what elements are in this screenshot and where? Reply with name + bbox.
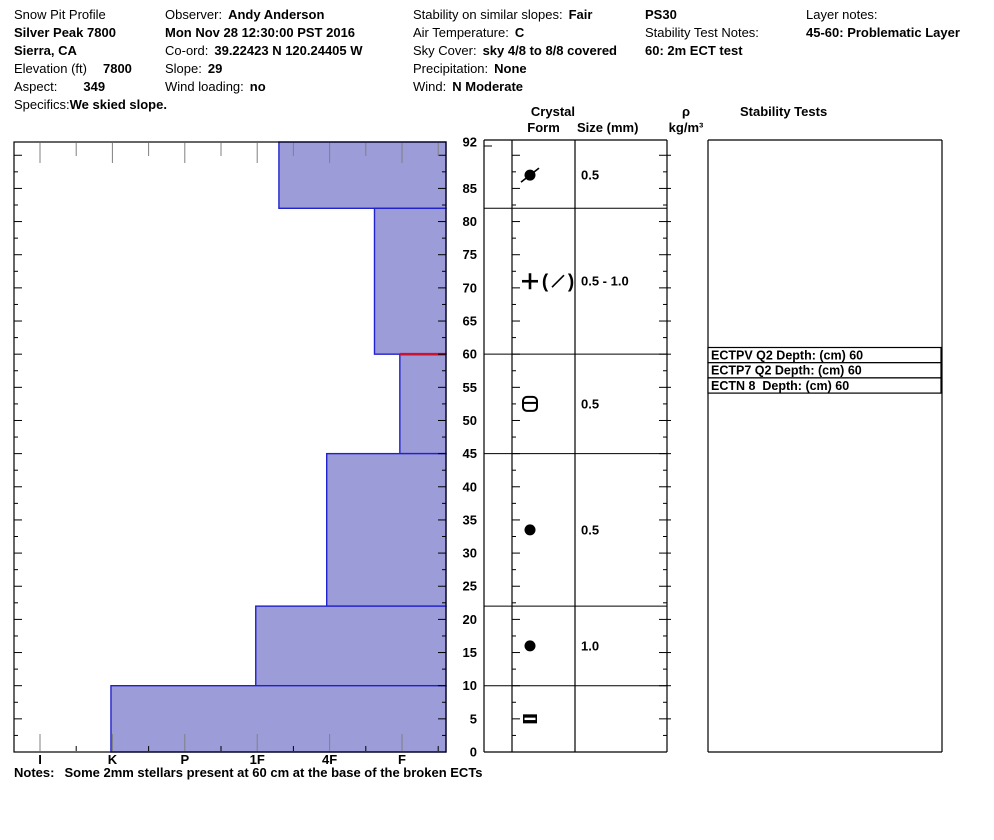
hardness-label-1F: 1F bbox=[250, 752, 265, 767]
observation-column: Observer: Andy Anderson Mon Nov 28 12:30:… bbox=[165, 6, 363, 96]
hardness-label-F: F bbox=[398, 752, 406, 767]
hardness-label-I: I bbox=[38, 752, 42, 767]
depth-label-50: 50 bbox=[463, 413, 477, 428]
layer-bar-0 bbox=[278, 141, 447, 210]
layer-notes-column: Layer notes: 45-60: Problematic Layer bbox=[806, 6, 960, 42]
depth-label-60: 60 bbox=[463, 347, 477, 362]
grain-size-3: 0.5 bbox=[581, 522, 599, 537]
crystal-form-symbol-plus-paren-slash: () bbox=[522, 272, 574, 293]
layer-notes-label: Layer notes: bbox=[806, 7, 878, 22]
depth-label-15: 15 bbox=[463, 645, 477, 660]
notes-row: Notes: Some 2mm stellars present at 60 cm… bbox=[14, 765, 483, 780]
elevation-row: Elevation (ft) 7800 bbox=[14, 61, 132, 76]
notes-label: Notes: bbox=[14, 765, 55, 780]
depth-ruler-ticks bbox=[14, 145, 671, 736]
stability-test-text-0: ECTPV Q2 Depth: (cm) 60 bbox=[711, 349, 863, 363]
crystal-form-symbol-dot bbox=[524, 524, 536, 536]
sky-cover-row: Sky Cover: sky 4/8 to 8/8 covered bbox=[413, 43, 617, 58]
wind-loading-row: Wind loading: no bbox=[165, 79, 266, 94]
depth-label-55: 55 bbox=[463, 380, 477, 395]
chart-border bbox=[13, 141, 447, 753]
depth-label-75: 75 bbox=[463, 247, 477, 262]
layer-bar-1 bbox=[373, 207, 447, 355]
stability-test-notes-label: Stability Test Notes: bbox=[645, 25, 759, 40]
depth-label-10: 10 bbox=[463, 678, 477, 693]
aspect-row: Aspect: 349 bbox=[14, 79, 106, 94]
crystal-table-frame bbox=[483, 139, 668, 753]
hardness-label-P: P bbox=[180, 752, 189, 767]
layer-bar-3 bbox=[326, 452, 447, 607]
depth-label-65: 65 bbox=[463, 314, 477, 329]
conditions-column: Stability on similar slopes: Fair Air Tem… bbox=[413, 6, 617, 96]
depth-label-30: 30 bbox=[463, 546, 477, 561]
size-header: Size (mm) bbox=[577, 120, 639, 135]
precipitation-row: Precipitation: None bbox=[413, 61, 527, 76]
layer-bar-2 bbox=[399, 353, 447, 455]
air-temp-row: Air Temperature: C bbox=[413, 25, 525, 40]
specifics-row: Specifics:We skied slope. bbox=[14, 97, 167, 112]
depth-label-5: 5 bbox=[470, 711, 477, 726]
hardness-axis-labels: I K P 1F 4F F bbox=[38, 752, 406, 767]
density-header: ρ bbox=[681, 104, 691, 119]
svg-text:): ) bbox=[568, 272, 574, 293]
stability-tests-header: Stability Tests bbox=[740, 104, 828, 119]
notes-text: Some 2mm stellars present at 60 cm at th… bbox=[64, 765, 483, 780]
slope-row: Slope: 29 bbox=[165, 61, 223, 76]
density-units-header: kg/m³ bbox=[668, 120, 704, 135]
crystal-header: Crystal bbox=[530, 104, 575, 119]
grain-size-0: 0.5 bbox=[581, 168, 599, 183]
depth-label-92: 92 bbox=[463, 135, 477, 150]
svg-text:(: ( bbox=[542, 272, 549, 293]
crystal-form-symbol-dot bbox=[524, 640, 536, 652]
grain-size-2: 0.5 bbox=[581, 396, 599, 411]
crystal-form-symbol-rounded-square-bar bbox=[522, 395, 538, 412]
depth-label-0: 0 bbox=[470, 745, 477, 760]
layer-note: 45-60: Problematic Layer bbox=[806, 25, 960, 40]
stability-row: Stability on similar slopes: Fair bbox=[413, 7, 593, 22]
layer-bar-5 bbox=[110, 684, 447, 753]
stability-test-box-2 bbox=[707, 377, 942, 394]
datetime-row: Mon Nov 28 12:30:00 PST 2016 bbox=[165, 25, 356, 40]
hardness-label-K: K bbox=[108, 752, 118, 767]
depth-label-40: 40 bbox=[463, 479, 477, 494]
stability-test-text-2: ECTN 8 Depth: (cm) 60 bbox=[711, 379, 849, 393]
crystal-form-symbol-ice-bar bbox=[523, 714, 537, 724]
depth-label-85: 85 bbox=[463, 181, 477, 196]
grain-size-1: 0.5 - 1.0 bbox=[581, 274, 629, 289]
wind-row: Wind: N Moderate bbox=[413, 79, 524, 94]
depth-label-25: 25 bbox=[463, 579, 477, 594]
stability-test-note: 60: 2m ECT test bbox=[645, 43, 743, 58]
depth-label-20: 20 bbox=[463, 612, 477, 627]
test-notes-column: PS30 Stability Test Notes: 60: 2m ECT te… bbox=[645, 6, 765, 60]
grain-size-4: 1.0 bbox=[581, 638, 599, 653]
form-header: Form bbox=[527, 120, 560, 135]
crystal-form-symbol-dot-slash bbox=[520, 167, 540, 183]
depth-label-45: 45 bbox=[463, 446, 477, 461]
depth-label-35: 35 bbox=[463, 512, 477, 527]
site-name: Silver Peak 7800 bbox=[14, 25, 116, 40]
hardness-axis-ticks bbox=[39, 143, 439, 751]
report-title: Snow Pit Profile bbox=[14, 7, 106, 22]
stability-column-frame bbox=[707, 139, 943, 753]
stability-test-text-1: ECTP7 Q2 Depth: (cm) 60 bbox=[711, 364, 862, 378]
pit-id: PS30 bbox=[645, 7, 677, 22]
hardness-label-4F: 4F bbox=[322, 752, 337, 767]
coord-row: Co-ord: 39.22423 N 120.24405 W bbox=[165, 43, 363, 58]
layer-bar-4 bbox=[255, 605, 447, 687]
depth-label-70: 70 bbox=[463, 280, 477, 295]
site-region: Sierra, CA bbox=[14, 43, 77, 58]
depth-label-80: 80 bbox=[463, 214, 477, 229]
hardness-bars bbox=[110, 141, 447, 753]
pit-info-column: Snow Pit Profile Silver Peak 7800 Sierra… bbox=[14, 6, 167, 114]
observer-row: Observer: Andy Anderson bbox=[165, 7, 325, 22]
